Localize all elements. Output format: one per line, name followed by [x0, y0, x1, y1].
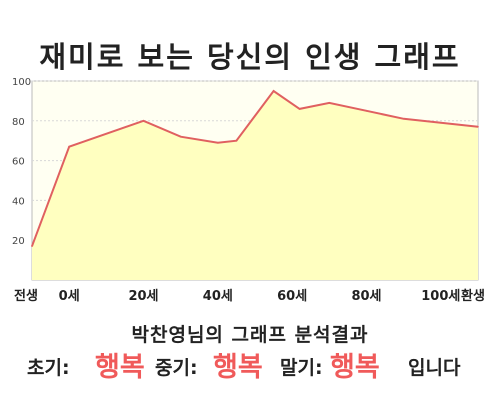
x-tick-label: 20세 [128, 289, 158, 304]
x-tick-label: 40세 [203, 289, 233, 304]
late-label: 말기: [280, 357, 323, 379]
data-point [440, 121, 442, 124]
data-point [142, 120, 145, 122]
result-line: 초기: 행복 중기: 행복 말기: 행복 입니다 [0, 345, 500, 385]
x-tick-label: 환생 [461, 288, 485, 304]
x-axis-ticks: 전생 0세 20세 40세 60세 80세 100세 환생 [14, 288, 485, 304]
result-heading: 박찬영님의 그래프 분석결과 [131, 324, 369, 346]
result-suffix: 입니다 [408, 357, 461, 379]
mid-label: 중기: [155, 357, 198, 379]
y-tick-label: 80 [12, 117, 25, 128]
x-tick-label: 0세 [59, 289, 80, 304]
y-tick-label: 100 [12, 77, 31, 88]
data-point [298, 108, 301, 110]
data-point [179, 135, 182, 138]
data-point [217, 141, 219, 144]
mid-value: 행복 [213, 352, 263, 383]
data-point [477, 125, 479, 128]
early-label: 초기: [27, 357, 70, 379]
early-value: 행복 [95, 352, 145, 383]
y-tick-label: 20 [12, 236, 25, 247]
x-tick-label: 100세 [421, 289, 460, 304]
data-point [365, 110, 368, 112]
data-point [31, 245, 33, 247]
y-axis-ticks: 20 40 60 80 100 [12, 77, 31, 247]
data-point [402, 118, 405, 120]
x-tick-label: 80세 [351, 289, 381, 304]
page-title: 재미로 보는 당신의 인생 그래프 [39, 40, 461, 74]
late-value: 행복 [330, 352, 380, 383]
x-tick-label: 60세 [277, 289, 307, 304]
x-tick-label: 전생 [14, 288, 38, 304]
area-fill [32, 91, 478, 280]
data-point [235, 139, 238, 142]
y-tick-label: 60 [12, 157, 25, 168]
data-point [328, 102, 331, 104]
data-point [272, 90, 275, 92]
y-tick-label: 40 [12, 196, 25, 207]
data-point [68, 145, 70, 148]
